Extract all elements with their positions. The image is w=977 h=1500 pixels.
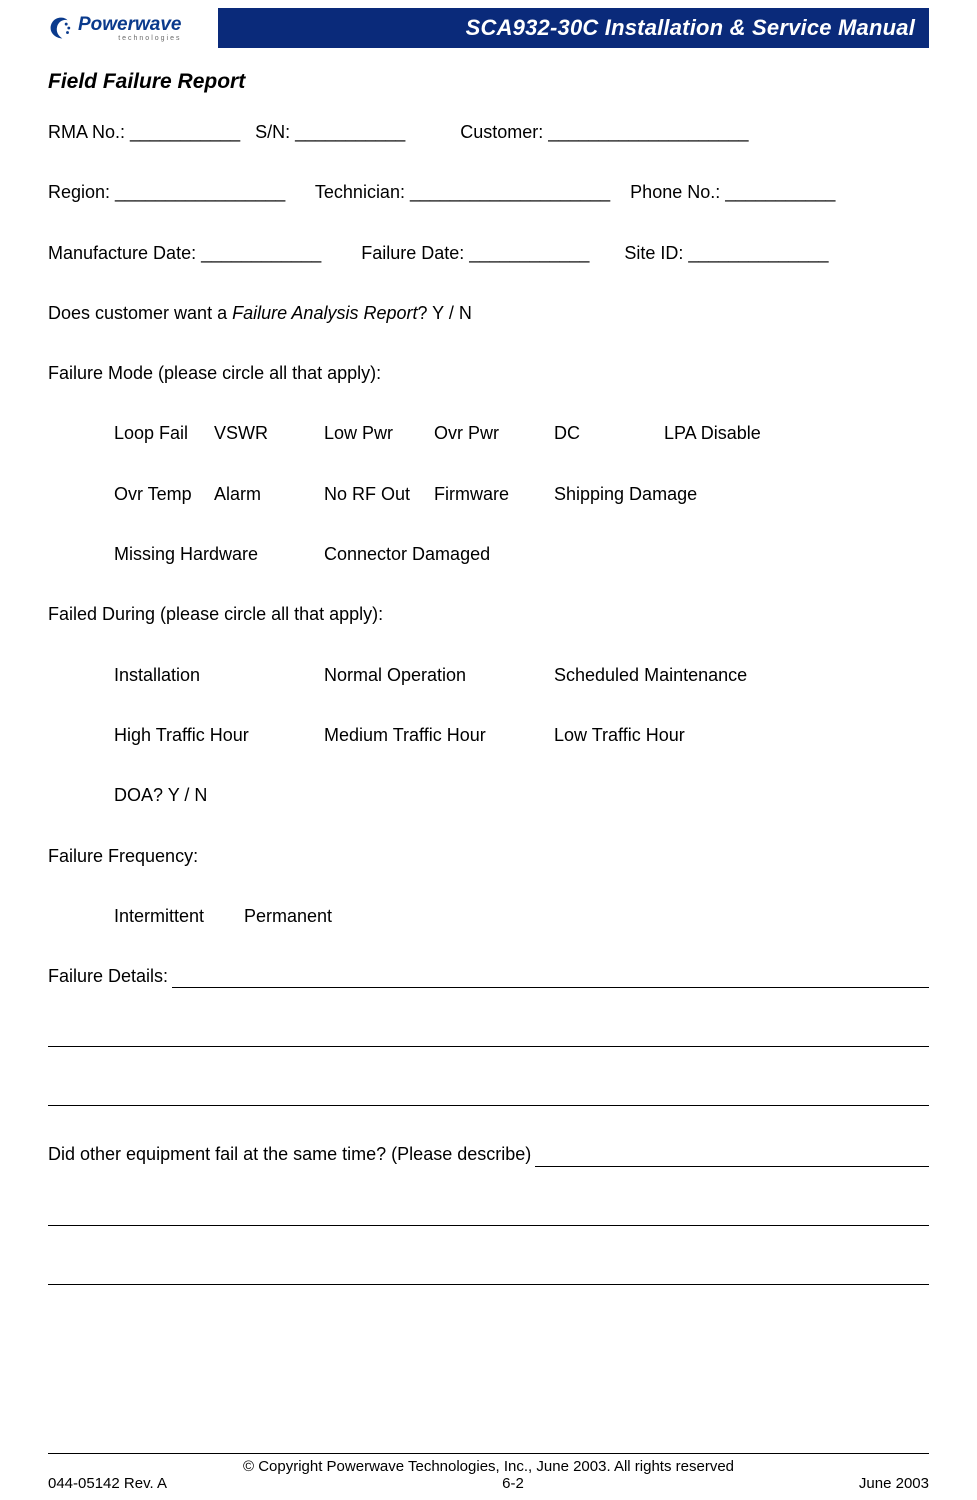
- choice-option: Missing Hardware: [114, 542, 324, 566]
- choice-option: Low Pwr: [324, 421, 434, 445]
- field-row-3: Manufacture Date: ____________ Failure D…: [48, 241, 929, 265]
- choice-option: DC: [554, 421, 664, 445]
- far-question: Does customer want a Failure Analysis Re…: [48, 301, 929, 325]
- other-equipment-label: Did other equipment fail at the same tim…: [48, 1142, 535, 1166]
- failed-during-row-1: InstallationNormal OperationScheduled Ma…: [114, 663, 929, 687]
- failure-mode-row-1: Loop FailVSWRLow PwrOvr PwrDCLPA Disable: [114, 421, 929, 445]
- title-bar: SCA932-30C Installation & Service Manual: [218, 8, 929, 48]
- failed-during-row-2: High Traffic HourMedium Traffic HourLow …: [114, 723, 929, 747]
- field-row-2: Region: _________________ Technician: __…: [48, 180, 929, 204]
- form-body: RMA No.: ___________ S/N: ___________ Cu…: [48, 120, 929, 1285]
- choice-option: Medium Traffic Hour: [324, 723, 554, 747]
- far-prefix: Does customer want a: [48, 303, 232, 323]
- section-title: Field Failure Report: [48, 70, 929, 94]
- failure-details-label: Failure Details:: [48, 964, 172, 988]
- logo: Powerwave technologies: [48, 15, 182, 42]
- choice-option: Alarm: [214, 482, 324, 506]
- failed-during-row-3: DOA? Y / N: [114, 783, 929, 807]
- choice-option: Scheduled Maintenance: [554, 663, 814, 687]
- choice-option: Ovr Pwr: [434, 421, 554, 445]
- footer-copyright: © Copyright Powerwave Technologies, Inc.…: [48, 1458, 929, 1475]
- choice-option: Shipping Damage: [554, 482, 754, 506]
- choice-option: Ovr Temp: [114, 482, 214, 506]
- footer-page-no: 6-2: [502, 1475, 524, 1492]
- choice-option: Installation: [114, 663, 324, 687]
- far-italic: Failure Analysis Report: [232, 303, 417, 323]
- other-equipment-line-1[interactable]: [535, 1144, 929, 1167]
- failure-details-row: Failure Details:: [48, 964, 929, 988]
- failure-mode-choices: Loop FailVSWRLow PwrOvr PwrDCLPA Disable…: [48, 421, 929, 566]
- failure-mode-heading: Failure Mode (please circle all that app…: [48, 361, 929, 385]
- page-footer: © Copyright Powerwave Technologies, Inc.…: [48, 1453, 929, 1492]
- failure-freq-heading: Failure Frequency:: [48, 844, 929, 868]
- footer-meta-row: 044-05142 Rev. A 6-2 June 2003: [48, 1475, 929, 1492]
- field-row-1: RMA No.: ___________ S/N: ___________ Cu…: [48, 120, 929, 144]
- footer-rule: [48, 1453, 929, 1454]
- footer-date: June 2003: [859, 1475, 929, 1492]
- logo-text-main: Powerwave: [78, 15, 182, 34]
- logo-area: Powerwave technologies: [48, 8, 218, 48]
- other-equipment-line-3[interactable]: [48, 1262, 929, 1285]
- choice-option: Intermittent: [114, 904, 244, 928]
- logo-icon: [48, 15, 74, 41]
- failure-details-line-3[interactable]: [48, 1083, 929, 1106]
- choice-option: VSWR: [214, 421, 324, 445]
- failure-details-line-1[interactable]: [172, 965, 929, 988]
- logo-text-sub: technologies: [78, 35, 182, 42]
- failure-details-line-2[interactable]: [48, 1024, 929, 1047]
- failure-mode-row-3: Missing HardwareConnector Damaged: [114, 542, 929, 566]
- failed-during-heading: Failed During (please circle all that ap…: [48, 602, 929, 626]
- footer-doc-no: 044-05142 Rev. A: [48, 1475, 167, 1492]
- failure-mode-row-2: Ovr TempAlarmNo RF OutFirmwareShipping D…: [114, 482, 929, 506]
- other-equipment-row: Did other equipment fail at the same tim…: [48, 1142, 929, 1166]
- failure-freq-choices: IntermittentPermanent: [48, 904, 929, 928]
- choice-option: Loop Fail: [114, 421, 214, 445]
- page: Powerwave technologies SCA932-30C Instal…: [0, 0, 977, 1500]
- choice-option: High Traffic Hour: [114, 723, 324, 747]
- choice-option: Connector Damaged: [324, 542, 544, 566]
- choice-option: Permanent: [244, 904, 364, 928]
- choice-option: No RF Out: [324, 482, 434, 506]
- page-header: Powerwave technologies SCA932-30C Instal…: [48, 8, 929, 48]
- failed-during-choices: InstallationNormal OperationScheduled Ma…: [48, 663, 929, 808]
- choice-option: Normal Operation: [324, 663, 554, 687]
- choice-option: Firmware: [434, 482, 554, 506]
- document-title: SCA932-30C Installation & Service Manual: [466, 15, 915, 41]
- other-equipment-line-2[interactable]: [48, 1203, 929, 1226]
- far-suffix: ? Y / N: [417, 303, 471, 323]
- choice-option: LPA Disable: [664, 421, 804, 445]
- choice-option: Low Traffic Hour: [554, 723, 754, 747]
- failure-freq-row-1: IntermittentPermanent: [114, 904, 929, 928]
- choice-option: DOA? Y / N: [114, 783, 314, 807]
- logo-text-block: Powerwave technologies: [78, 15, 182, 42]
